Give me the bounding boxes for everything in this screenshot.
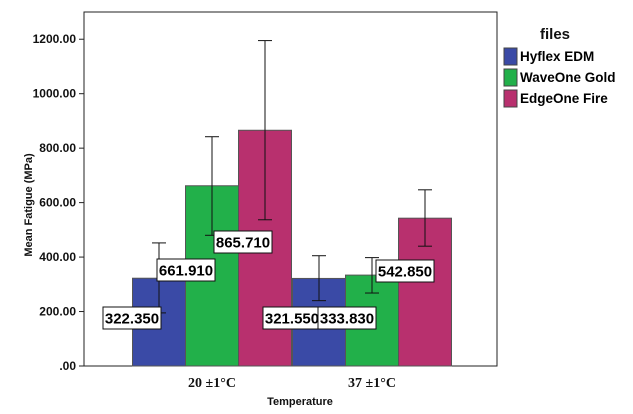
legend-label: Hyflex EDM	[520, 49, 594, 64]
data-label-box	[156, 258, 216, 282]
data-label: 542.850	[378, 264, 432, 281]
y-tick-label: 800.00	[39, 141, 76, 155]
legend-swatch	[503, 68, 518, 87]
y-tick-label: 600.00	[39, 196, 76, 210]
legend-title: files	[540, 26, 570, 43]
y-tick-label: 1000.00	[33, 87, 77, 101]
legend-swatch	[503, 47, 518, 66]
data-label: 865.710	[216, 235, 270, 252]
x-tick-label: 20 ±1°C	[188, 376, 236, 391]
y-tick-label: 200.00	[39, 305, 76, 319]
y-tick-label: 400.00	[39, 250, 76, 264]
y-tick-label: 1200.00	[33, 32, 77, 46]
y-axis-title: Mean Fatigue (MPa)	[23, 153, 35, 257]
x-axis-title: Temperature	[267, 396, 333, 408]
legend-label: EdgeOne Fire	[520, 91, 608, 106]
data-label-box	[317, 306, 377, 330]
data-label: 333.830	[320, 311, 374, 328]
legend-label: WaveOne Gold	[520, 70, 616, 85]
data-label-box	[102, 306, 162, 330]
legend-swatch	[503, 89, 518, 108]
data-label: 322.350	[105, 311, 159, 328]
data-label-box	[375, 259, 435, 283]
data-label-box	[213, 230, 273, 254]
x-tick-label: 37 ±1°C	[348, 376, 396, 391]
data-label: 661.910	[159, 263, 213, 280]
legend: Hyflex EDM WaveOne Gold EdgeOne Fire	[503, 47, 616, 108]
y-tick-label: .00	[59, 359, 76, 373]
data-label: 321.550	[265, 311, 319, 328]
